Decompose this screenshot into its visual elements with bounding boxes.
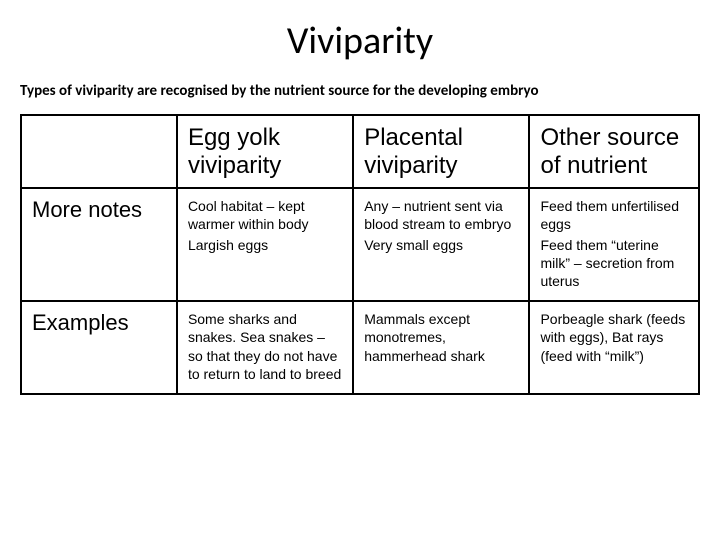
row-label-notes: More notes xyxy=(21,188,177,301)
col-header-eggyolk: Egg yolk viviparity xyxy=(177,115,353,188)
cell-notes-other: Feed them unfertilised eggs Feed them “u… xyxy=(529,188,699,301)
page-subtitle: Types of viviparity are recognised by th… xyxy=(20,82,700,100)
cell-text: Cool habitat – kept warmer within body xyxy=(188,197,342,233)
col-header-other: Other source of nutrient xyxy=(529,115,699,188)
viviparity-table: Egg yolk viviparity Placental viviparity… xyxy=(20,114,700,395)
cell-text: Largish eggs xyxy=(188,236,342,254)
cell-text: Feed them unfertilised eggs xyxy=(540,197,688,233)
cell-text: Some sharks and snakes. Sea snakes – so … xyxy=(188,310,342,383)
cell-examples-placental: Mammals except monotremes, hammerhead sh… xyxy=(353,301,529,394)
table-header-row: Egg yolk viviparity Placental viviparity… xyxy=(21,115,699,188)
cell-notes-eggyolk: Cool habitat – kept warmer within body L… xyxy=(177,188,353,301)
cell-text: Feed them “uterine milk” – secretion fro… xyxy=(540,236,688,291)
row-label-examples: Examples xyxy=(21,301,177,394)
cell-text: Mammals except monotremes, hammerhead sh… xyxy=(364,310,518,365)
cell-text: Very small eggs xyxy=(364,236,518,254)
col-header-placental: Placental viviparity xyxy=(353,115,529,188)
page-title: Viviparity xyxy=(20,18,700,64)
table-row: Examples Some sharks and snakes. Sea sna… xyxy=(21,301,699,394)
col-header-blank xyxy=(21,115,177,188)
cell-text: Porbeagle shark (feeds with eggs), Bat r… xyxy=(540,310,688,365)
cell-examples-eggyolk: Some sharks and snakes. Sea snakes – so … xyxy=(177,301,353,394)
cell-examples-other: Porbeagle shark (feeds with eggs), Bat r… xyxy=(529,301,699,394)
cell-notes-placental: Any – nutrient sent via blood stream to … xyxy=(353,188,529,301)
cell-text: Any – nutrient sent via blood stream to … xyxy=(364,197,518,233)
table-row: More notes Cool habitat – kept warmer wi… xyxy=(21,188,699,301)
